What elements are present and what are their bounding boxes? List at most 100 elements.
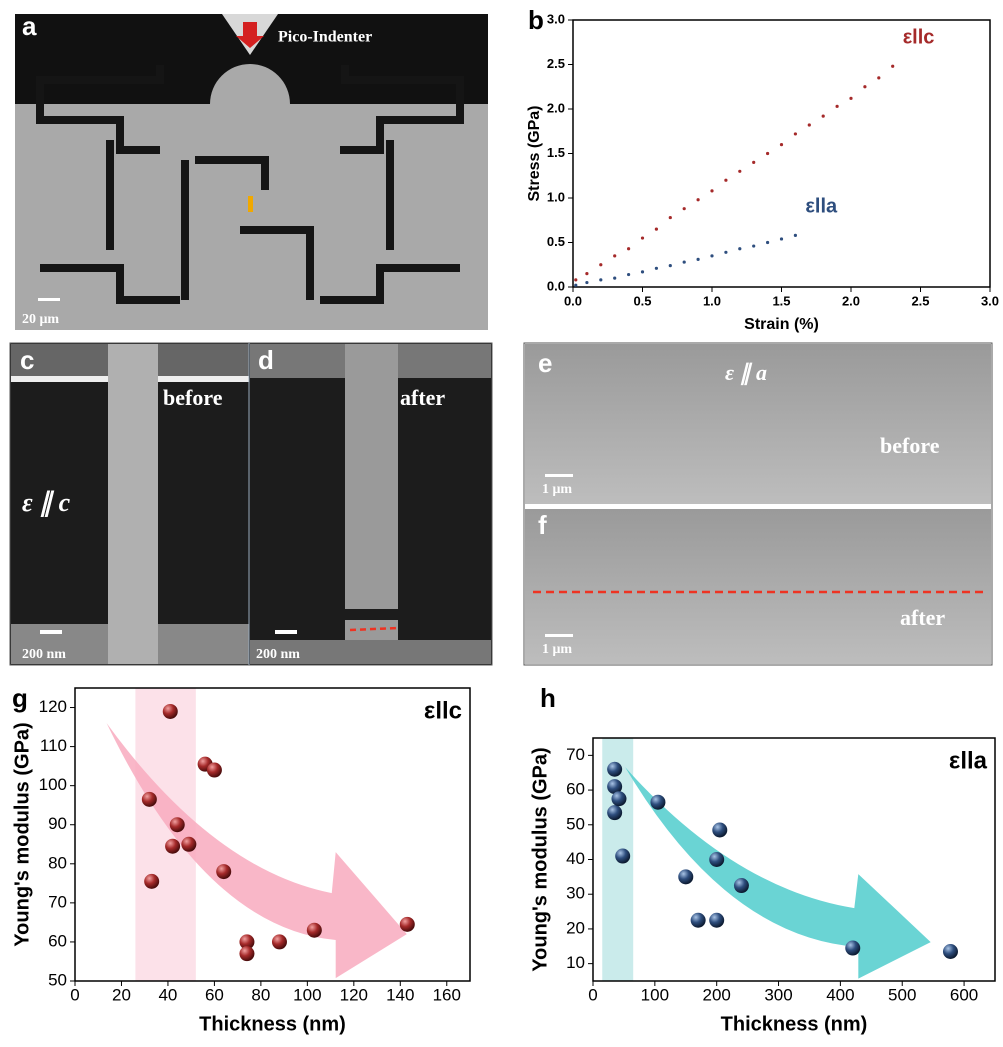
y-tick-label: 60 (48, 931, 67, 950)
panel-ef: e f ε ∥ a before after 1 μm 1 μm (523, 342, 993, 666)
x-axis-title: Thickness (nm) (199, 1013, 346, 1035)
y-tick-label: 90 (48, 814, 67, 833)
scale-label: 1 μm (542, 482, 572, 497)
sphere-point (165, 838, 181, 854)
x-tick-label: 500 (888, 985, 916, 1004)
sphere-point (709, 912, 725, 928)
point (891, 64, 895, 68)
sphere-point (306, 922, 322, 938)
y-tick-label: 40 (566, 849, 585, 868)
strain-label: ε ∥ a (725, 360, 767, 386)
point (738, 247, 742, 251)
sphere-point (239, 946, 255, 962)
y-tick-label: 100 (39, 775, 67, 794)
point (724, 178, 728, 182)
y-tick-label: 50 (48, 970, 67, 989)
sphere-point (709, 852, 725, 867)
point (696, 198, 700, 202)
fracture-line (349, 626, 399, 632)
point (724, 250, 728, 254)
bottom-region (250, 640, 491, 664)
panel-label: b (528, 5, 544, 35)
scale-label: 20 μm (22, 312, 59, 327)
point (585, 272, 589, 276)
scale-bar (545, 634, 573, 637)
indenter-label: Pico-Indenter (278, 29, 372, 46)
y-tick-label: 110 (40, 736, 67, 755)
point (766, 240, 770, 245)
point (585, 280, 589, 285)
sphere-point (678, 869, 694, 885)
series-label: εllc (903, 27, 935, 49)
x-tick-label: 0.0 (564, 293, 582, 308)
sphere-point (615, 848, 631, 864)
sphere-point (607, 779, 623, 795)
plot-frame (572, 19, 991, 288)
arrow (236, 22, 264, 48)
point (849, 96, 853, 100)
point (877, 76, 881, 80)
x-tick-label: 100 (641, 985, 669, 1004)
point (599, 263, 603, 267)
pillar (108, 344, 158, 664)
x-tick-label: 2.5 (911, 293, 929, 308)
y-tick-label: 80 (48, 853, 67, 872)
point (752, 244, 756, 248)
x-tick-label: 160 (433, 985, 461, 1004)
sem-image (525, 344, 991, 504)
panel-a: 20 μm Pico-Indenter a (15, 11, 488, 330)
point (821, 114, 825, 118)
x-tick-label: 300 (764, 985, 792, 1004)
sphere-point (845, 940, 861, 956)
point (640, 236, 645, 240)
series-label: εllc (424, 697, 462, 724)
panel-label: h (540, 683, 556, 713)
x-axis-title: Strain (%) (744, 316, 819, 333)
x-tick-label: 0 (70, 985, 79, 1004)
panel-label: c (20, 345, 34, 375)
x-tick-label: 60 (205, 985, 224, 1004)
series (607, 761, 958, 959)
sphere-point (690, 912, 706, 928)
x-tick-label: 1.0 (703, 293, 721, 308)
point (668, 264, 672, 268)
x-tick-label: 20 (112, 985, 131, 1004)
y-tick-label: 1.0 (547, 189, 565, 204)
sphere-point (169, 817, 185, 833)
point (793, 132, 798, 136)
point (863, 85, 867, 89)
series (574, 64, 895, 282)
sphere-point (162, 703, 178, 719)
point (613, 254, 617, 258)
point (710, 189, 714, 193)
sem-image (525, 509, 991, 664)
point (654, 266, 659, 270)
point (613, 276, 617, 280)
sphere-point (216, 864, 232, 880)
x-tick-label: 40 (158, 985, 177, 1004)
x-tick-label: 400 (826, 985, 854, 1004)
point (599, 278, 603, 282)
sphere-point (239, 934, 255, 950)
springs (36, 65, 464, 304)
y-tick-label: 70 (48, 892, 67, 911)
state-label: before (880, 433, 940, 458)
x-tick-label: 600 (950, 985, 978, 1004)
point (574, 278, 578, 282)
y-axis-title: Stress (GPa) (526, 105, 543, 201)
sphere-point (650, 794, 666, 810)
x-axis-title: Thickness (nm) (721, 1013, 868, 1035)
panel-label: f (538, 510, 547, 540)
sphere-point (712, 822, 728, 838)
point (696, 257, 700, 262)
strain-label: ε ∥ c (22, 488, 71, 518)
specimen (248, 196, 253, 212)
trend-arrow (625, 767, 931, 979)
y-tick-label: 0.5 (547, 234, 565, 249)
sphere-point (206, 762, 222, 778)
sphere-point (607, 805, 623, 821)
sphere-point (271, 934, 287, 950)
point (779, 143, 784, 147)
panel-label: d (258, 345, 274, 375)
